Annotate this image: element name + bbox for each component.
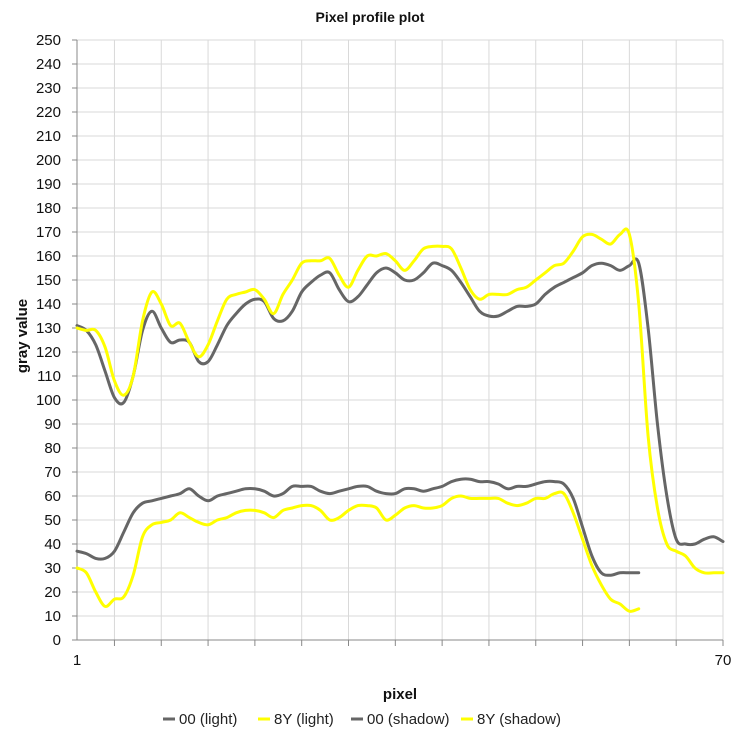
y-tick-label: 200 <box>36 152 61 169</box>
y-tick-label: 80 <box>44 440 61 457</box>
y-tick-label: 100 <box>36 392 61 409</box>
series-line-2 <box>75 477 641 577</box>
y-tick-label: 250 <box>36 32 61 49</box>
axes <box>72 39 724 646</box>
y-tick-label: 30 <box>44 560 61 577</box>
y-tick-label: 120 <box>36 344 61 361</box>
legend-label-1: 8Y (light) <box>274 711 334 728</box>
y-tick-label: 160 <box>36 248 61 265</box>
legend-label-2: 00 (shadow) <box>367 711 450 728</box>
x-tick-label: 1 <box>73 652 81 669</box>
y-tick-label: 90 <box>44 416 61 433</box>
y-tick-label: 60 <box>44 488 61 505</box>
y-tick-label: 190 <box>36 176 61 193</box>
y-axis-title: gray value <box>14 299 31 373</box>
chart-title: Pixel profile plot <box>316 9 425 25</box>
series-line-3 <box>75 490 641 613</box>
y-tick-label: 20 <box>44 584 61 601</box>
y-tick-labels: 0 10 20 30 40 50 60 70 80 90 100 110 120 130 140 150 160… <box>36 32 61 649</box>
legend: 00 (light) 8Y (light) 00 (shadow) 8Y (shado… <box>163 711 561 728</box>
y-tick-label: 40 <box>44 536 61 553</box>
x-tick-label: 70 <box>715 652 732 669</box>
y-tick-label: 10 <box>44 608 61 625</box>
y-tick-label: 0 <box>53 632 61 649</box>
legend-label-0: 00 (light) <box>179 711 237 728</box>
gridlines <box>77 39 724 640</box>
y-tick-label: 70 <box>44 464 61 481</box>
y-tick-label: 150 <box>36 272 61 289</box>
y-tick-label: 50 <box>44 512 61 529</box>
y-tick-label: 220 <box>36 104 61 121</box>
series-line-1 <box>75 227 725 575</box>
y-tick-label: 230 <box>36 80 61 97</box>
y-tick-label: 210 <box>36 128 61 145</box>
y-tick-label: 180 <box>36 200 61 217</box>
y-tick-label: 130 <box>36 320 61 337</box>
y-tick-label: 110 <box>37 368 61 385</box>
y-tick-label: 140 <box>36 296 61 313</box>
x-axis-title: pixel <box>383 686 417 703</box>
y-tick-label: 240 <box>36 56 61 73</box>
x-tick-labels: 1 70 <box>73 652 732 669</box>
series-line-0 <box>75 257 725 547</box>
legend-label-3: 8Y (shadow) <box>477 711 561 728</box>
series-lines <box>75 227 725 613</box>
y-tick-label: 170 <box>36 224 61 241</box>
